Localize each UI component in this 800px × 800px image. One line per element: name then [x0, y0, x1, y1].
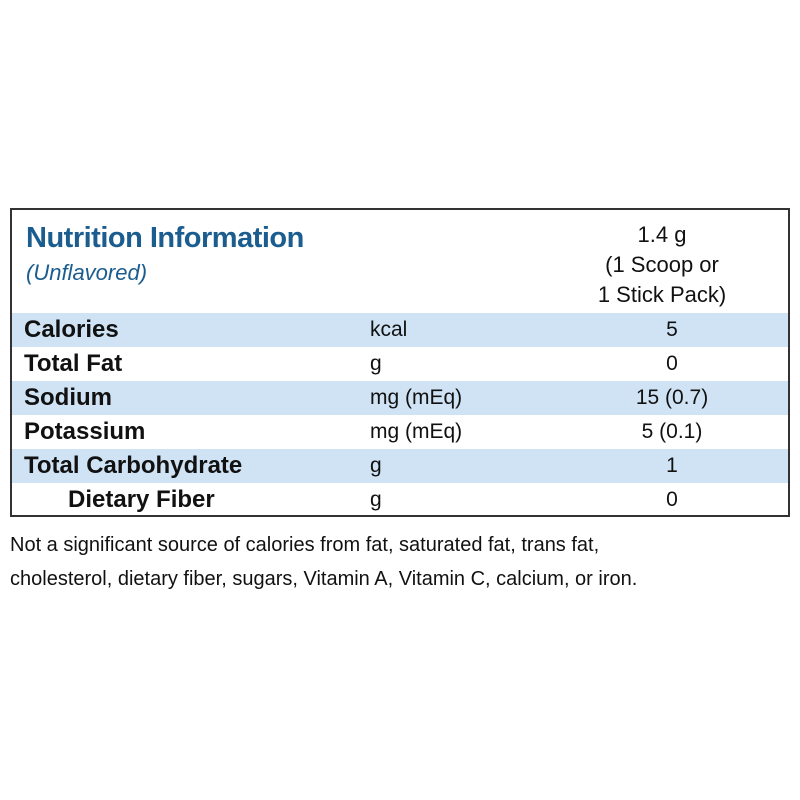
- serving-size: 1.4 g (1 Scoop or 1 Stick Pack): [552, 220, 772, 310]
- nutrient-name: Sodium: [24, 384, 112, 411]
- nutrient-name: Total Carbohydrate: [24, 452, 243, 479]
- nutrient-value: 5: [666, 318, 678, 341]
- serving-line: 1.4 g: [637, 222, 687, 247]
- nutrient-name: Potassium: [24, 418, 146, 445]
- nutrient-unit: g: [370, 454, 382, 477]
- footnote-line: Not a significant source of calories fro…: [10, 534, 600, 556]
- nutrient-value: 0: [666, 488, 678, 511]
- nutrient-value: 15 (0.7): [635, 386, 709, 409]
- table-row: Dietary Fiber g 0: [12, 483, 788, 517]
- subtitle: (Unflavored): [26, 260, 148, 285]
- table-row: Total Fat g 0: [12, 347, 788, 381]
- nutrient-value: 5 (0.1): [641, 420, 703, 443]
- nutrition-panel: Nutrition Information (Unflavored) 1.4 g…: [10, 208, 790, 517]
- footnote-line: cholesterol, dietary fiber, sugars, Vita…: [10, 568, 638, 590]
- nutrient-unit: mg (mEq): [370, 386, 463, 409]
- footnote: Not a significant source of calories fro…: [10, 528, 790, 596]
- table-row: Sodium mg (mEq) 15 (0.7): [12, 381, 788, 415]
- table-row: Potassium mg (mEq) 5 (0.1): [12, 415, 788, 449]
- nutrient-name: Total Fat: [24, 350, 123, 377]
- nutrient-name: Dietary Fiber: [68, 486, 215, 513]
- table-row: Calories kcal 5: [12, 313, 788, 347]
- nutrient-unit: g: [370, 352, 382, 375]
- nutrient-name: Calories: [24, 316, 119, 343]
- nutrient-value: 0: [666, 352, 678, 375]
- nutrient-unit: g: [370, 488, 382, 511]
- table-row: Total Carbohydrate g 1: [12, 449, 788, 483]
- nutrient-unit: kcal: [370, 318, 408, 341]
- serving-line: 1 Stick Pack): [597, 282, 727, 307]
- title: Nutrition Information: [26, 222, 304, 254]
- serving-line: (1 Scoop or: [605, 252, 719, 277]
- nutrient-value: 1: [666, 454, 678, 477]
- nutrient-unit: mg (mEq): [370, 420, 463, 443]
